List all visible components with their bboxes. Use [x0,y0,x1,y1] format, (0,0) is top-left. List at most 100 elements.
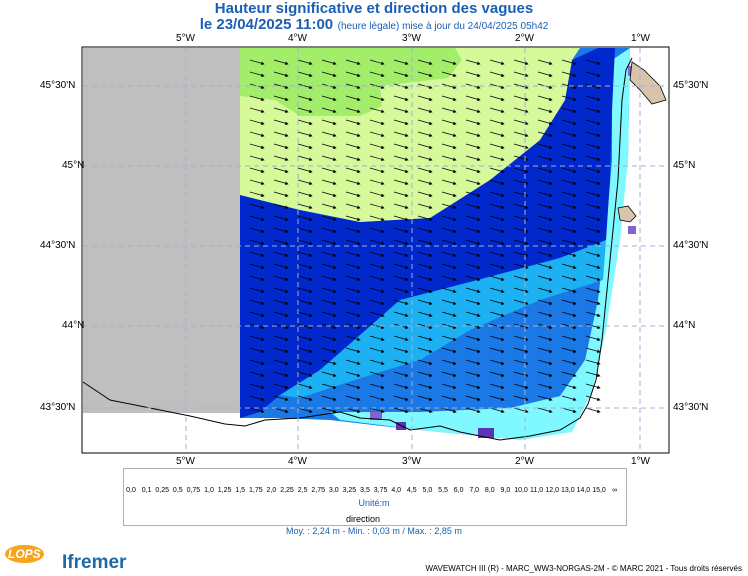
legend-value: 12,0 [545,487,559,494]
wave-direction-arrow [393,311,409,317]
wave-direction-arrow [513,215,529,221]
wave-direction-arrow [345,395,361,401]
wave-direction-arrow [417,191,433,197]
legend-value: 7,0 [469,487,480,494]
wave-direction-arrow [393,371,409,377]
wave-direction-arrow [393,335,409,341]
wave-direction-arrow [393,359,409,365]
wave-direction-arrow [369,83,385,89]
wave-direction-arrow [537,155,553,161]
wave-direction-arrow [489,203,505,209]
wave-direction-arrow [321,239,337,245]
wave-direction-arrow [417,371,433,377]
legend-value: 0,1 [141,487,152,494]
wave-direction-arrow [585,239,601,245]
wave-direction-arrow [441,263,457,269]
wave-direction-arrow [393,95,409,101]
wave-direction-arrow [489,143,505,149]
wave-direction-arrow [297,107,313,113]
wave-direction-arrow [537,131,553,137]
wave-direction-arrow [393,179,409,185]
wave-direction-arrow [561,359,577,365]
wave-direction-arrow [345,227,361,233]
wave-direction-arrow [321,311,337,317]
wave-direction-arrow [537,191,553,197]
wave-direction-arrow [465,263,481,269]
wave-direction-arrow [369,323,385,329]
wave-direction-arrow [369,203,385,209]
wave-direction-arrow [537,383,553,389]
wave-direction-arrow [585,275,601,281]
wave-direction-arrow [465,71,481,77]
wave-direction-arrow [489,383,505,389]
lat-label-right: 45°N [673,160,696,171]
wave-direction-arrow [513,203,529,209]
wave-direction-arrow [537,107,553,113]
wave-direction-arrow [393,191,409,197]
wave-direction-arrow [537,287,553,293]
wave-direction-arrow [273,215,289,221]
wave-direction-arrow [465,179,481,185]
legend-value: 3,25 [342,487,357,494]
wave-direction-arrow [441,143,457,149]
wave-direction-arrow [489,299,505,305]
direction-arrows [249,59,601,413]
wave-direction-arrow [249,131,265,137]
wave-direction-arrow [297,179,313,185]
wave-direction-arrow [561,155,577,161]
wave-direction-arrow [249,263,265,269]
wave-direction-arrow [369,275,385,281]
gironde-estuary [629,61,667,105]
wave-direction-arrow [369,119,385,125]
wave-direction-arrow [417,395,433,401]
wave-direction-arrow [345,215,361,221]
wave-direction-arrow [537,395,553,401]
wave-direction-arrow [537,239,553,245]
wave-direction-arrow [249,155,265,161]
wave-direction-arrow [417,251,433,257]
wave-direction-arrow [273,335,289,341]
wave-direction-arrow [417,299,433,305]
lat-label-left: 44°30'N [40,240,76,251]
wave-direction-arrow [249,251,265,257]
wave-direction-arrow [585,203,601,209]
wave-direction-arrow [537,95,553,101]
wave-direction-arrow [345,131,361,137]
wave-direction-arrow [273,155,289,161]
wave-direction-arrow [417,335,433,341]
wave-direction-arrow [513,119,529,125]
wave-direction-arrow [465,251,481,257]
wave-direction-arrow [297,191,313,197]
wave-direction-arrow [369,131,385,137]
wave-direction-arrow [585,311,601,317]
lon-label-bottom: 4°W [288,456,307,467]
wave-direction-arrow [513,191,529,197]
wave-direction-arrow [393,239,409,245]
wave-direction-arrow [273,191,289,197]
lat-label-left: 43°30'N [40,402,76,413]
wave-direction-arrow [513,71,529,77]
wave-direction-arrow [465,311,481,317]
wave-direction-arrow [441,239,457,245]
wave-direction-arrow [561,215,577,221]
wave-direction-arrow [321,155,337,161]
lat-label-left: 45°N [62,160,85,171]
wave-direction-arrow [585,167,601,173]
legend-panel [123,468,627,526]
wave-zone-2-25-south [240,300,400,418]
wave-direction-arrow [417,383,433,389]
legend-value: 1,25 [217,487,232,494]
wave-direction-arrow [585,323,601,329]
wave-direction-arrow [393,215,409,221]
wave-direction-arrow [393,383,409,389]
wave-direction-arrow [249,311,265,317]
wave-direction-arrow [561,179,577,185]
wave-direction-arrow [249,335,265,341]
map-title: Hauteur significative et direction des v… [214,0,534,17]
wave-direction-arrow [561,299,577,305]
wave-direction-arrow [297,371,313,377]
wave-direction-arrow [345,107,361,113]
wave-direction-arrow [369,95,385,101]
wave-direction-arrow [321,395,337,401]
wave-direction-arrow [537,203,553,209]
